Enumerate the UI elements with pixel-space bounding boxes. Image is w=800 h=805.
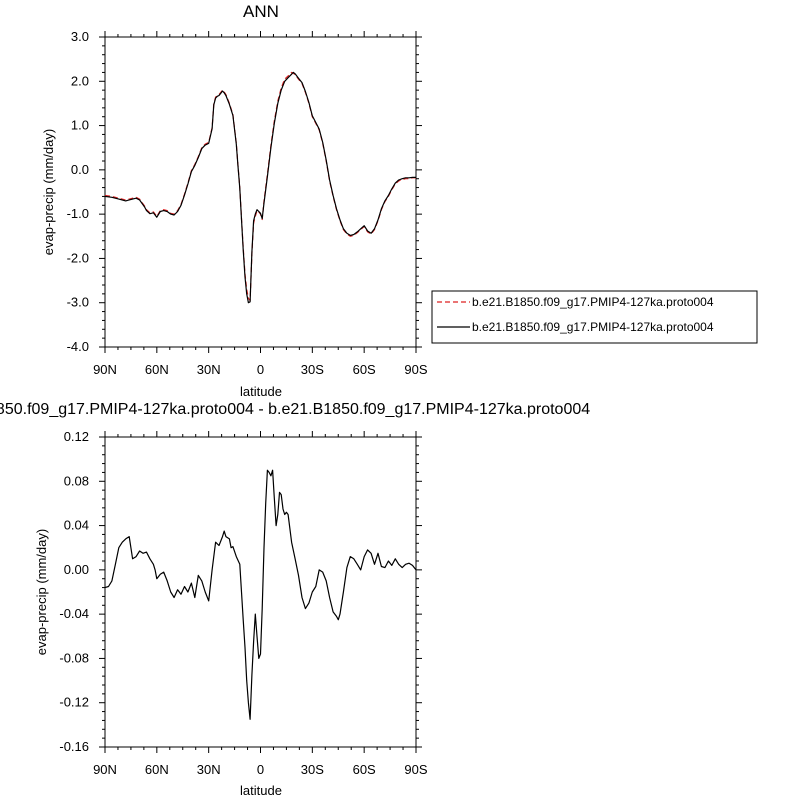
y-tick-label: -2.0 [67,250,89,265]
series-line-2 [104,71,416,304]
x-tick-label: 60S [353,762,376,777]
top-x-tick-labels: 90N 60N 30N 0 30S 60S 90S [93,362,428,377]
x-tick-label: 90N [93,362,117,377]
x-tick-label: 90S [404,762,427,777]
y-tick-label: -0.16 [59,739,89,754]
legend-box [431,290,758,344]
y-tick-label: -0.08 [59,650,89,665]
top-chart-title: ANN [243,2,279,21]
x-tick-label: 60N [145,362,169,377]
bottom-series-lines [104,469,417,720]
series-line-1 [104,71,416,302]
top-plot-frame [104,36,417,348]
top-panel: ANN 3.0 2.0 1.0 0.0 -1.0 -2.0 -3.0 -4.0 90N 60N 3… [41,2,758,399]
x-tick-label: 60N [145,762,169,777]
legend-entry-2: b.e21.B1850.f09_g17.PMIP4-127ka.proto004 [472,320,714,334]
top-series-lines [104,71,416,304]
x-tick-label: 0 [257,362,264,377]
bottom-axis-ticks [99,431,422,753]
y-tick-label: 0.04 [64,518,89,533]
top-axis-ticks [99,31,422,353]
x-tick-label: 30N [197,762,221,777]
x-tick-label: 30S [301,362,324,377]
y-tick-label: 3.0 [71,29,89,44]
y-tick-label: 0.12 [64,429,89,444]
bottom-y-axis-label: evap-precip (mm/day) [34,529,49,655]
x-tick-label: 30N [197,362,221,377]
y-tick-label: 2.0 [71,73,89,88]
y-tick-label: -4.0 [67,339,89,354]
x-tick-label: 90N [93,762,117,777]
top-x-axis-label: latitude [240,384,282,399]
y-tick-label: 0.08 [64,473,89,488]
legend-entry-1: b.e21.B1850.f09_g17.PMIP4-127ka.proto004 [472,295,714,309]
top-y-axis-label: evap-precip (mm/day) [41,129,56,255]
y-tick-label: 0.00 [64,562,89,577]
bottom-panel: b.e21.B1850.f09_g17.PMIP4-127ka.proto004… [0,401,590,798]
bottom-chart-title: b.e21.B1850.f09_g17.PMIP4-127ka.proto004… [0,401,590,418]
x-tick-label: 90S [404,362,427,377]
x-tick-label: 0 [257,762,264,777]
x-tick-label: 30S [301,762,324,777]
bottom-x-tick-labels: 90N 60N 30N 0 30S 60S 90S [93,762,428,777]
y-tick-label: 0.0 [71,162,89,177]
y-tick-label: -1.0 [67,206,89,221]
bottom-x-axis-label: latitude [240,783,282,798]
legend: b.e21.B1850.f09_g17.PMIP4-127ka.proto004… [431,290,758,344]
bottom-plot-frame [104,436,417,748]
y-tick-label: 1.0 [71,118,89,133]
y-tick-label: -3.0 [67,295,89,310]
top-y-tick-labels: 3.0 2.0 1.0 0.0 -1.0 -2.0 -3.0 -4.0 [67,29,89,354]
x-tick-label: 60S [353,362,376,377]
y-tick-label: -0.12 [59,695,89,710]
bottom-y-tick-labels: 0.12 0.08 0.04 0.00 -0.04 -0.08 -0.12 -0.16 [59,429,89,754]
series-line-1 [104,469,417,720]
y-tick-label: -0.04 [59,606,89,621]
